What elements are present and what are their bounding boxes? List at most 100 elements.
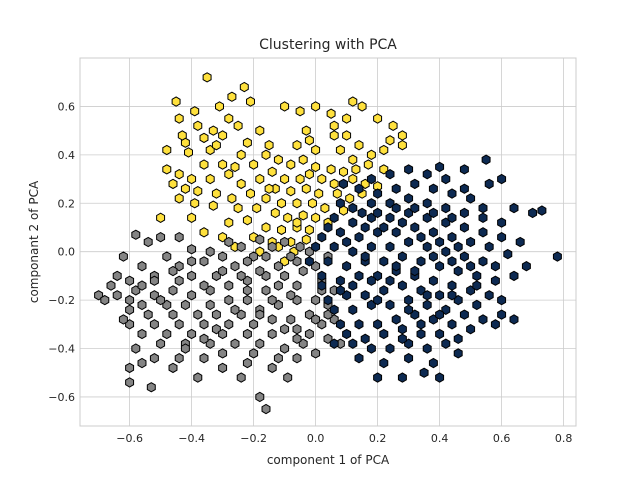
data-point	[435, 161, 445, 173]
y-tick-label: 0.4	[58, 149, 76, 162]
data-point	[335, 144, 345, 156]
data-point	[246, 96, 255, 107]
data-point	[180, 299, 190, 311]
data-point	[255, 265, 265, 277]
data-point	[199, 280, 209, 291]
data-point	[218, 265, 228, 277]
data-point	[416, 231, 426, 243]
data-point	[233, 202, 243, 214]
data-point	[472, 280, 482, 291]
y-tick-label: 0.6	[58, 100, 76, 113]
data-point	[242, 215, 252, 226]
data-point	[348, 217, 358, 228]
y-tick-label: −0.4	[48, 343, 75, 356]
data-point	[106, 280, 116, 291]
data-point	[230, 338, 240, 349]
data-point	[190, 106, 200, 117]
data-point	[255, 125, 265, 136]
data-point	[379, 285, 389, 296]
x-tick-label: −0.2	[240, 432, 267, 445]
data-point	[112, 290, 122, 301]
data-point	[193, 185, 203, 197]
data-point	[466, 261, 476, 272]
data-point	[224, 319, 234, 330]
data-point	[199, 227, 209, 238]
data-point	[286, 251, 296, 262]
data-point	[435, 372, 445, 383]
data-point	[484, 290, 494, 301]
data-point	[478, 212, 488, 223]
data-point	[360, 251, 370, 262]
data-point	[348, 154, 358, 165]
data-point	[478, 314, 488, 325]
data-point	[267, 328, 277, 340]
data-point	[280, 101, 290, 112]
data-point	[224, 217, 234, 228]
data-point	[218, 328, 228, 340]
data-point	[435, 290, 445, 301]
data-point	[292, 323, 302, 335]
data-point	[218, 348, 228, 359]
data-point	[295, 173, 305, 185]
data-point	[187, 290, 197, 301]
data-point	[236, 178, 246, 190]
x-tick-label: 0.6	[493, 432, 511, 445]
data-point	[335, 285, 345, 296]
data-point	[428, 251, 438, 262]
data-point	[435, 309, 445, 320]
data-point	[472, 299, 482, 311]
data-point	[459, 164, 469, 175]
data-point	[162, 164, 172, 175]
data-point	[261, 403, 271, 415]
data-point	[323, 294, 333, 306]
data-point	[348, 202, 358, 214]
x-tick-label: −0.4	[178, 432, 205, 445]
data-point	[537, 205, 547, 216]
y-tick-labels: −0.6 −0.4 −0.2 0.0 0.2 0.4 0.6	[48, 100, 75, 404]
data-point	[311, 314, 321, 325]
data-point	[311, 212, 321, 223]
data-point	[205, 299, 215, 311]
cluster-2-points	[94, 229, 345, 415]
data-point	[156, 294, 166, 306]
data-point	[528, 207, 538, 219]
data-point	[267, 314, 277, 325]
data-point	[131, 229, 141, 240]
data-point	[348, 338, 358, 349]
data-point	[218, 159, 228, 170]
data-point	[295, 241, 305, 253]
data-point	[193, 120, 203, 131]
data-point	[168, 285, 178, 296]
data-point	[459, 183, 469, 194]
data-point	[174, 169, 184, 180]
data-point	[180, 343, 190, 354]
data-point	[447, 188, 457, 199]
data-point	[428, 207, 438, 219]
data-point	[187, 244, 197, 255]
data-point	[326, 164, 336, 175]
data-point	[335, 275, 345, 286]
data-point	[246, 188, 255, 199]
data-point	[385, 169, 395, 180]
x-tick-label: 0.4	[431, 432, 449, 445]
data-point	[373, 294, 383, 306]
data-point	[267, 294, 277, 306]
data-point	[149, 275, 159, 286]
data-point	[348, 280, 358, 291]
data-point	[143, 309, 153, 320]
data-point	[242, 357, 252, 369]
data-point	[224, 294, 234, 306]
data-point	[435, 261, 445, 272]
data-point	[137, 261, 147, 272]
data-point	[255, 309, 265, 320]
data-point	[125, 294, 135, 306]
data-point	[174, 275, 184, 286]
data-point	[441, 246, 451, 257]
data-point	[149, 353, 159, 364]
data-point	[264, 183, 274, 194]
data-point	[242, 137, 252, 148]
data-point	[459, 309, 469, 320]
data-point	[292, 198, 302, 209]
data-point	[205, 173, 215, 185]
